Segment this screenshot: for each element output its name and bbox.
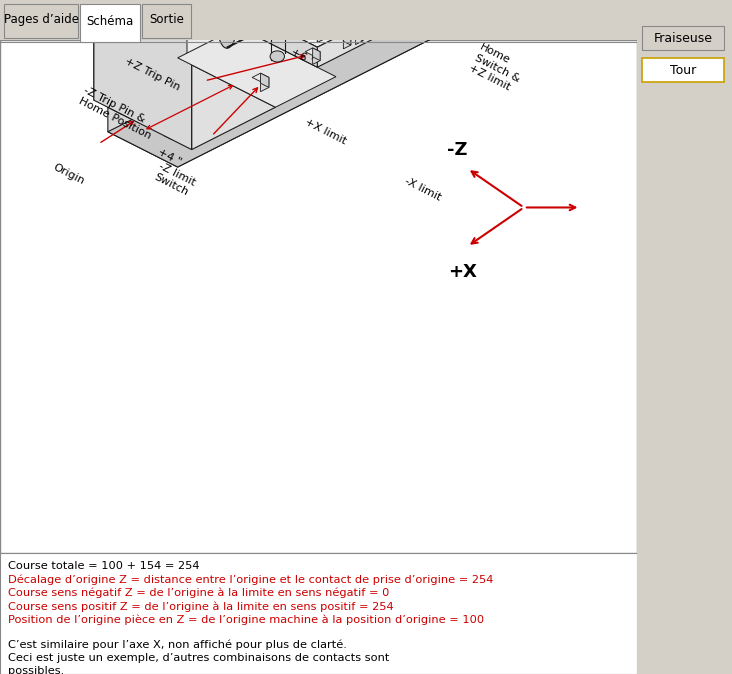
Text: +4 ": +4 " [156, 147, 183, 168]
Text: Course sens positif Z = de l’origine à la limite en sens positif = 254: Course sens positif Z = de l’origine à l… [8, 601, 394, 612]
Polygon shape [313, 48, 320, 61]
Polygon shape [121, 0, 521, 114]
Ellipse shape [264, 0, 274, 20]
Polygon shape [252, 73, 269, 82]
Ellipse shape [260, 0, 278, 27]
FancyBboxPatch shape [4, 4, 78, 38]
Ellipse shape [270, 3, 285, 32]
Polygon shape [165, 0, 570, 139]
Polygon shape [108, 107, 178, 167]
Text: Tour: Tour [670, 63, 696, 77]
Text: +X limit: +X limit [303, 117, 348, 146]
Polygon shape [94, 0, 275, 16]
FancyBboxPatch shape [80, 4, 140, 42]
Polygon shape [257, 17, 317, 67]
Polygon shape [348, 28, 363, 36]
Text: Course sens négatif Z = de l’origine à la limite en sens négatif = 0: Course sens négatif Z = de l’origine à l… [8, 588, 389, 599]
Text: Sortie: Sortie [149, 13, 184, 26]
Polygon shape [261, 78, 269, 92]
Polygon shape [187, 0, 252, 5]
Polygon shape [94, 0, 178, 100]
Polygon shape [343, 32, 351, 45]
Polygon shape [227, 26, 270, 48]
Text: +X: +X [448, 263, 477, 281]
Polygon shape [192, 0, 275, 150]
Polygon shape [257, 0, 387, 47]
Ellipse shape [270, 51, 285, 62]
Polygon shape [116, 0, 521, 114]
Polygon shape [261, 73, 269, 88]
FancyBboxPatch shape [642, 58, 724, 82]
Polygon shape [178, 27, 336, 107]
Polygon shape [305, 48, 320, 55]
Text: C’est similaire pour l’axe X, non affiché pour plus de clarté.: C’est similaire pour l’axe X, non affich… [8, 639, 347, 650]
Polygon shape [320, 0, 346, 10]
Text: possibles.: possibles. [8, 667, 64, 674]
Polygon shape [317, 12, 387, 67]
Text: -X limit: -X limit [403, 177, 442, 203]
Polygon shape [266, 0, 378, 26]
Text: +Z Trip Pin: +Z Trip Pin [123, 56, 182, 92]
Polygon shape [178, 0, 275, 107]
Polygon shape [178, 0, 578, 167]
Text: Home
Switch &
+Z limit: Home Switch & +Z limit [467, 42, 526, 94]
Polygon shape [343, 36, 351, 49]
Polygon shape [108, 0, 578, 142]
FancyBboxPatch shape [142, 4, 191, 38]
Text: Fraiseuse: Fraiseuse [654, 32, 712, 44]
Polygon shape [94, 0, 192, 150]
Text: Position de l’origine pièce en Z = de l’origine machine à la position d’origine : Position de l’origine pièce en Z = de l’… [8, 615, 485, 625]
Polygon shape [326, 0, 387, 32]
Text: -Z: -Z [447, 141, 467, 158]
Ellipse shape [217, 6, 236, 49]
Polygon shape [187, 0, 247, 58]
Polygon shape [122, 0, 192, 7]
Text: Décalage d’origine Z = distance entre l’origine et le contact de prise d’origine: Décalage d’origine Z = distance entre l’… [8, 574, 493, 585]
Polygon shape [326, 0, 378, 12]
Text: Origin: Origin [51, 162, 86, 186]
Polygon shape [313, 52, 320, 65]
Text: Course totale = 100 + 154 = 254: Course totale = 100 + 154 = 254 [8, 561, 200, 571]
Polygon shape [227, 0, 270, 7]
Text: -Z limit
Switch: -Z limit Switch [152, 161, 197, 199]
Text: +6 ": +6 " [290, 47, 316, 67]
Text: Pages d’aide: Pages d’aide [4, 13, 78, 26]
Text: Ceci est juste un exemple, d’autres combinaisons de contacts sont: Ceci est juste un exemple, d’autres comb… [8, 652, 389, 663]
Polygon shape [317, 0, 378, 42]
Polygon shape [356, 32, 363, 44]
Polygon shape [108, 0, 578, 167]
Text: -Z Trip Pin &
Home Position: -Z Trip Pin & Home Position [77, 85, 158, 141]
FancyBboxPatch shape [642, 26, 724, 50]
Polygon shape [336, 32, 351, 40]
Polygon shape [192, 0, 252, 7]
Text: Schéma: Schéma [86, 16, 133, 28]
Polygon shape [356, 28, 363, 41]
Polygon shape [171, 0, 570, 139]
